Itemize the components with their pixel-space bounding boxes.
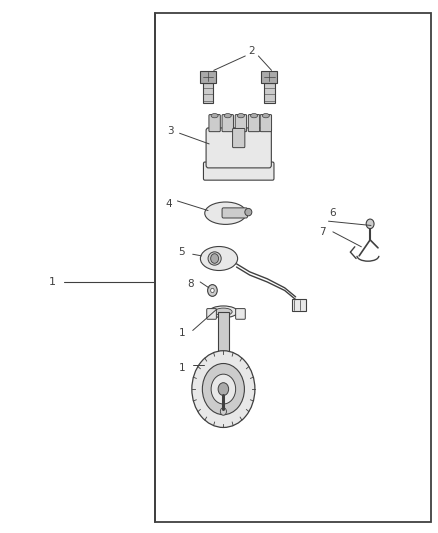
Ellipse shape bbox=[209, 306, 237, 318]
FancyBboxPatch shape bbox=[264, 83, 275, 103]
FancyBboxPatch shape bbox=[292, 299, 306, 311]
Text: 1: 1 bbox=[178, 328, 185, 338]
FancyBboxPatch shape bbox=[235, 115, 247, 132]
Text: 8: 8 bbox=[187, 279, 194, 288]
Circle shape bbox=[211, 288, 214, 293]
Text: 1: 1 bbox=[49, 278, 56, 287]
Ellipse shape bbox=[251, 114, 258, 118]
FancyBboxPatch shape bbox=[222, 208, 247, 218]
FancyBboxPatch shape bbox=[203, 83, 213, 103]
Text: 1: 1 bbox=[178, 363, 185, 373]
Circle shape bbox=[218, 383, 229, 395]
Text: 6: 6 bbox=[329, 208, 336, 218]
Ellipse shape bbox=[245, 208, 252, 216]
Circle shape bbox=[211, 374, 236, 404]
Ellipse shape bbox=[237, 114, 244, 118]
FancyBboxPatch shape bbox=[260, 115, 272, 132]
FancyBboxPatch shape bbox=[233, 128, 245, 148]
FancyBboxPatch shape bbox=[218, 312, 229, 357]
Ellipse shape bbox=[262, 114, 269, 118]
FancyBboxPatch shape bbox=[236, 309, 245, 319]
FancyBboxPatch shape bbox=[206, 128, 271, 168]
Circle shape bbox=[211, 254, 219, 263]
FancyBboxPatch shape bbox=[248, 115, 260, 132]
Circle shape bbox=[192, 351, 255, 427]
FancyBboxPatch shape bbox=[209, 115, 220, 132]
Text: 2: 2 bbox=[248, 46, 255, 55]
FancyBboxPatch shape bbox=[261, 71, 277, 83]
Circle shape bbox=[220, 408, 226, 415]
Text: 3: 3 bbox=[167, 126, 174, 135]
Ellipse shape bbox=[215, 308, 232, 316]
Ellipse shape bbox=[200, 246, 237, 271]
Ellipse shape bbox=[205, 202, 246, 224]
Ellipse shape bbox=[224, 114, 231, 118]
FancyBboxPatch shape bbox=[200, 71, 216, 83]
Circle shape bbox=[202, 364, 244, 415]
FancyBboxPatch shape bbox=[203, 162, 274, 180]
Text: 5: 5 bbox=[178, 247, 185, 256]
Bar bbox=[155, 13, 431, 522]
Circle shape bbox=[366, 219, 374, 229]
Text: 7: 7 bbox=[318, 227, 325, 237]
FancyBboxPatch shape bbox=[207, 309, 216, 319]
Ellipse shape bbox=[211, 114, 218, 118]
Ellipse shape bbox=[208, 252, 221, 265]
Circle shape bbox=[208, 285, 217, 296]
FancyBboxPatch shape bbox=[222, 115, 233, 132]
Text: 4: 4 bbox=[165, 199, 172, 208]
